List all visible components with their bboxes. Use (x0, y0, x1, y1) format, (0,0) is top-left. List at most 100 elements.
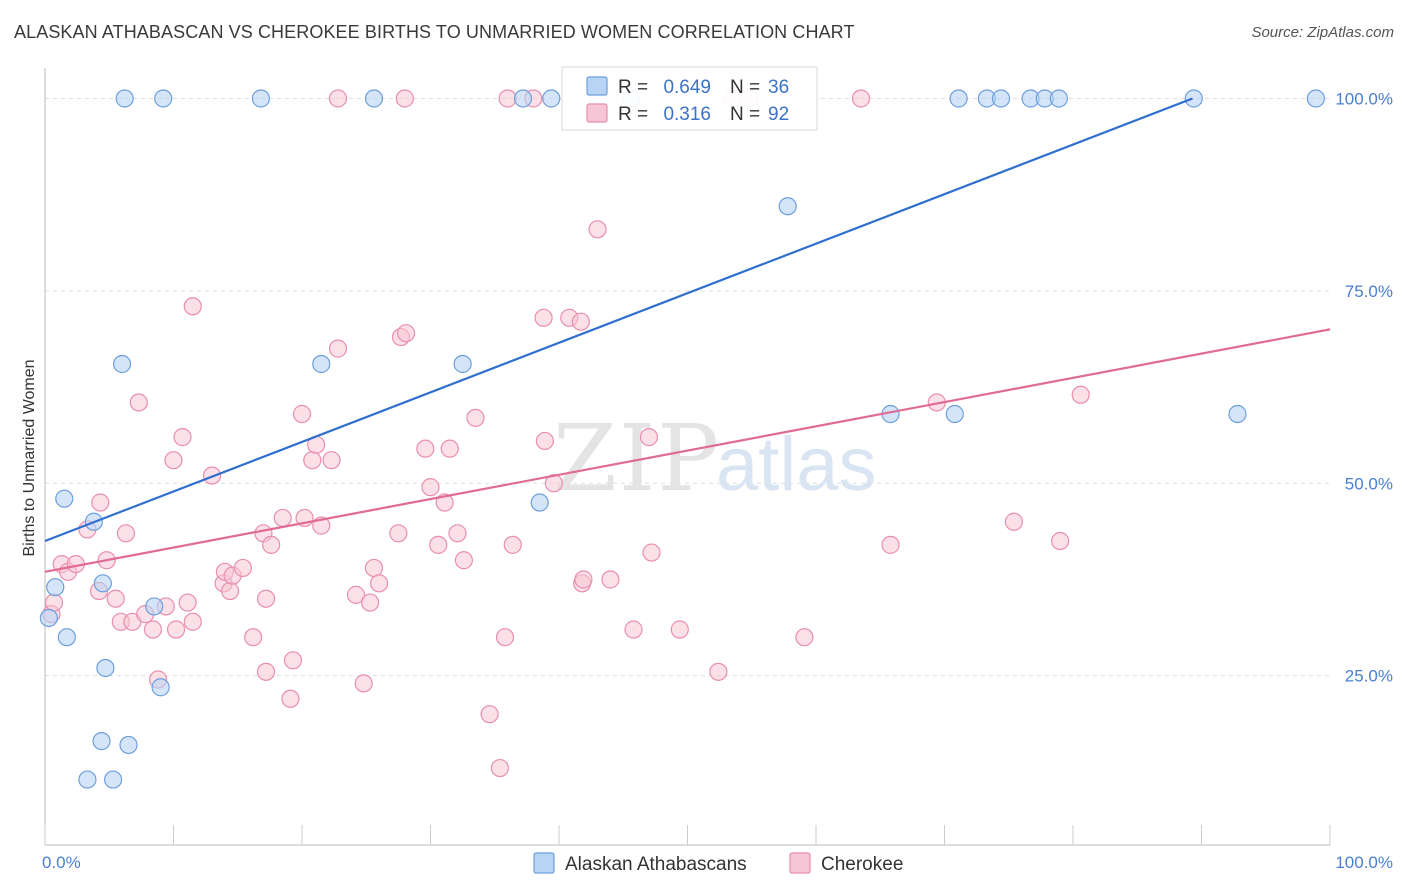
cherokee-point (480, 705, 499, 724)
athabascan-point (1306, 89, 1325, 108)
athabascan-point (104, 770, 123, 789)
cherokee-point (303, 451, 322, 470)
cherokee-point (256, 589, 276, 608)
cherokee-point (466, 408, 485, 427)
y-tick-label: 50.0% (1345, 474, 1393, 493)
bottom-legend-swatch-athabascan (533, 852, 555, 874)
cherokee-point (503, 535, 522, 554)
cherokee-point (448, 524, 467, 543)
cherokee-point (183, 612, 202, 631)
cherokee-point (273, 508, 292, 528)
bottom-legend-cherokee: Cherokee (821, 854, 903, 875)
athabascan-point (55, 489, 74, 508)
cherokee-point (416, 439, 435, 458)
cherokee-point (322, 451, 341, 470)
athabascan-point (57, 628, 76, 647)
cherokee-point (361, 593, 380, 612)
athabascan-point (119, 735, 138, 755)
legend-r-label: R = (618, 77, 648, 98)
legend-swatch-athabascan (586, 76, 608, 96)
cherokee-point (851, 89, 871, 108)
cherokee-point (354, 674, 373, 693)
athabascan-point (513, 89, 533, 108)
cherokee-point (1004, 512, 1023, 531)
athabascan-point (991, 89, 1011, 108)
cherokee-point (178, 593, 197, 612)
cherokee-point (116, 524, 136, 543)
athabascan-point (78, 770, 97, 789)
source-label: Source: ZipAtlas.com (1251, 24, 1394, 41)
athabascan-point (92, 732, 111, 751)
x-tick-label: 100.0% (1335, 853, 1393, 872)
cherokee-point (44, 593, 64, 612)
athabascan-point (145, 597, 164, 616)
legend-box: R = 0.649 N = 36 R = 0.316 N = 92 (561, 66, 818, 131)
athabascan-point (453, 354, 472, 374)
cherokee-point (490, 758, 509, 778)
cherokee-point (183, 297, 202, 316)
cherokee-point (670, 620, 689, 639)
cherokee-point (283, 651, 303, 670)
cherokee-point (346, 585, 366, 604)
cherokee-point (421, 478, 440, 497)
cherokee-point (233, 558, 252, 578)
cherokee-point (601, 570, 620, 589)
cherokee-point (281, 689, 300, 708)
cherokee-point (389, 524, 408, 543)
athabascan-point (39, 608, 58, 628)
athabascan-point (542, 89, 561, 108)
cherokee-point (534, 308, 553, 327)
cherokee-point (328, 339, 348, 358)
cherokee-point (454, 551, 474, 570)
cherokee-point (498, 89, 517, 108)
y-tick-label: 100.0% (1335, 89, 1393, 108)
cherokee-point (440, 439, 459, 458)
cherokee-point (396, 324, 416, 343)
x-tick-labels: 0.0% 100.0% (42, 853, 1393, 872)
y-tick-label: 25.0% (1345, 667, 1393, 686)
watermark: ZIP atlas (553, 405, 877, 512)
bottom-legend-athabascan: Alaskan Athabascans (565, 854, 747, 875)
cherokee-point (164, 451, 183, 470)
athabascan-point (115, 89, 134, 108)
cherokee-point (244, 628, 263, 647)
legend-swatch-cherokee (586, 103, 608, 123)
athabascan-points (39, 89, 1325, 789)
cherokee-point (574, 570, 593, 589)
cherokee-points (42, 89, 1090, 778)
cherokee-point (395, 89, 414, 108)
watermark-zip: ZIP (553, 405, 721, 512)
legend-n-value: 92 (768, 104, 789, 125)
y-axis-label: Births to Unmarried Women (21, 359, 38, 556)
athabascan-point (364, 89, 384, 108)
legend-n-label: N = (730, 104, 760, 125)
cherokee-point (256, 662, 276, 681)
cherokee-point (262, 535, 281, 554)
cherokee-point (709, 662, 728, 681)
athabascan-point (949, 89, 968, 108)
athabascan-point (1228, 404, 1247, 424)
watermark-atlas: atlas (716, 422, 877, 507)
chart-title: ALASKAN ATHABASCAN VS CHEROKEE BIRTHS TO… (14, 22, 855, 42)
cherokee-point (328, 89, 348, 108)
athabascan-point (112, 354, 132, 374)
cherokee-point (535, 431, 554, 451)
cherokee-point (173, 428, 192, 447)
cherokee-point (370, 574, 389, 593)
athabascan-point (778, 197, 797, 216)
cherokee-trendline (44, 328, 1331, 573)
cherokee-point (91, 493, 110, 512)
legend-r-value: 0.649 (663, 77, 711, 98)
y-tick-label: 75.0% (1345, 282, 1393, 301)
cherokee-point (166, 620, 186, 639)
axes (44, 68, 1331, 846)
athabascan-point (945, 404, 964, 424)
athabascan-point (151, 678, 170, 697)
cherokee-point (1051, 531, 1070, 551)
bottom-legend-swatch-cherokee (789, 852, 811, 874)
cherokee-point (495, 628, 515, 647)
athabascan-point (154, 89, 173, 108)
x-tick-label: 0.0% (42, 853, 81, 872)
cherokee-point (624, 620, 643, 639)
